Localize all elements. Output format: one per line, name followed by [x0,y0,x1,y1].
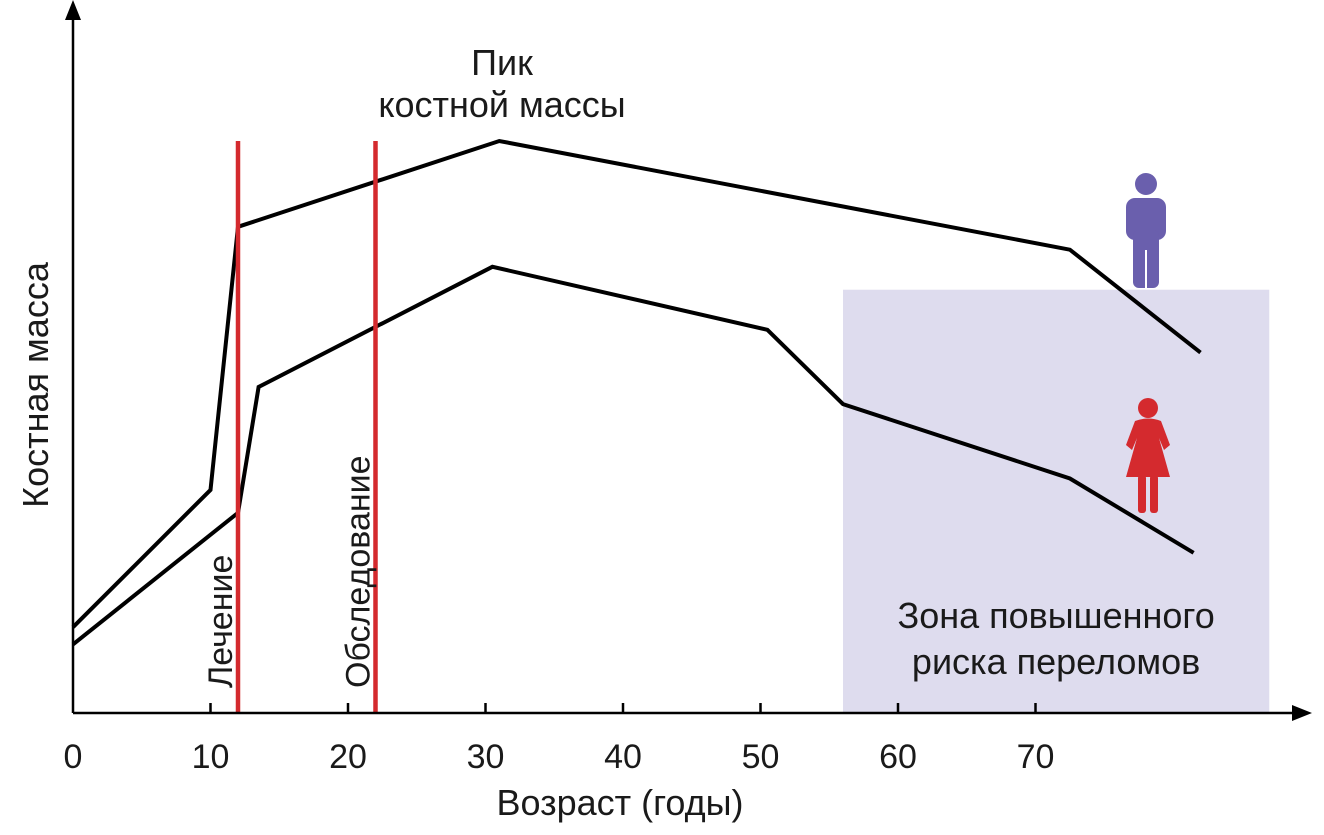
x-tick-label: 0 [64,738,83,776]
x-tick-label: 20 [329,738,367,776]
marker-label: Лечение [202,555,240,688]
x-tick-label: 40 [604,738,642,776]
series-line-2 [71,264,1195,646]
x-tick-label: 30 [467,738,505,776]
x-tick-label: 70 [1017,738,1055,776]
fracture-risk-zone [843,289,1270,713]
male-torso [1126,198,1166,240]
female-dress [1126,418,1170,477]
x-tick-label: 10 [192,738,230,776]
series-line-1 [71,138,1202,629]
peak-annotation-line: костной массы [378,84,625,125]
fracture-zone-label-line: риска переломов [912,641,1200,682]
female-leg-left [1138,475,1146,513]
y-axis-arrow [65,0,81,20]
x-axis-title: Возраст (годы) [496,782,743,823]
marker-label: Обследование [340,455,378,688]
female-figure-icon [1126,398,1170,513]
male-figure-icon [1126,173,1166,288]
female-head [1138,398,1158,418]
x-axis-arrow [1292,705,1312,721]
y-axis-title: Костная масса [15,261,56,508]
male-head [1135,173,1157,195]
x-tick-label: 50 [742,738,780,776]
peak-annotation-line: Пик [471,42,533,83]
fracture-zone-label-line: Зона повышенного [898,595,1215,636]
x-tick-label: 60 [879,738,917,776]
female-leg-right [1150,475,1158,513]
